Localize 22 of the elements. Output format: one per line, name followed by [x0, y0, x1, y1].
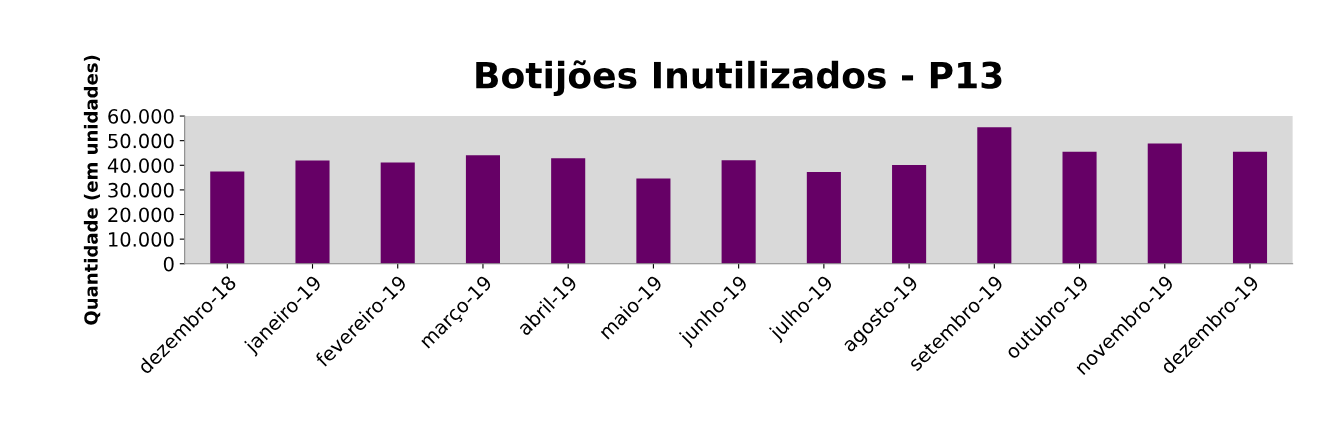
bar — [465, 155, 500, 264]
bar — [892, 165, 927, 264]
y-tick-label: 50.000 — [108, 133, 174, 149]
y-tick-label: 30.000 — [108, 182, 174, 198]
bar — [977, 127, 1012, 264]
bar — [806, 171, 841, 264]
bar — [721, 160, 756, 264]
y-tick-label: 40.000 — [107, 158, 174, 173]
y-tick-label: 0 — [163, 256, 174, 272]
bar — [1062, 151, 1097, 264]
y-axis-title: Quantidade (em unidades) — [83, 55, 101, 325]
y-tick-label: 20.000 — [108, 207, 174, 223]
bar — [210, 171, 245, 264]
bar — [295, 160, 330, 264]
bar — [1147, 143, 1182, 264]
bar — [636, 178, 671, 264]
y-tick-label: 10.000 — [109, 232, 174, 247]
y-tick-label: 60.000 — [108, 109, 174, 124]
bar — [1232, 151, 1268, 264]
bar — [380, 162, 415, 264]
chart-title: Botijões Inutilizados - P13 — [476, 60, 1002, 97]
bar — [551, 158, 586, 264]
